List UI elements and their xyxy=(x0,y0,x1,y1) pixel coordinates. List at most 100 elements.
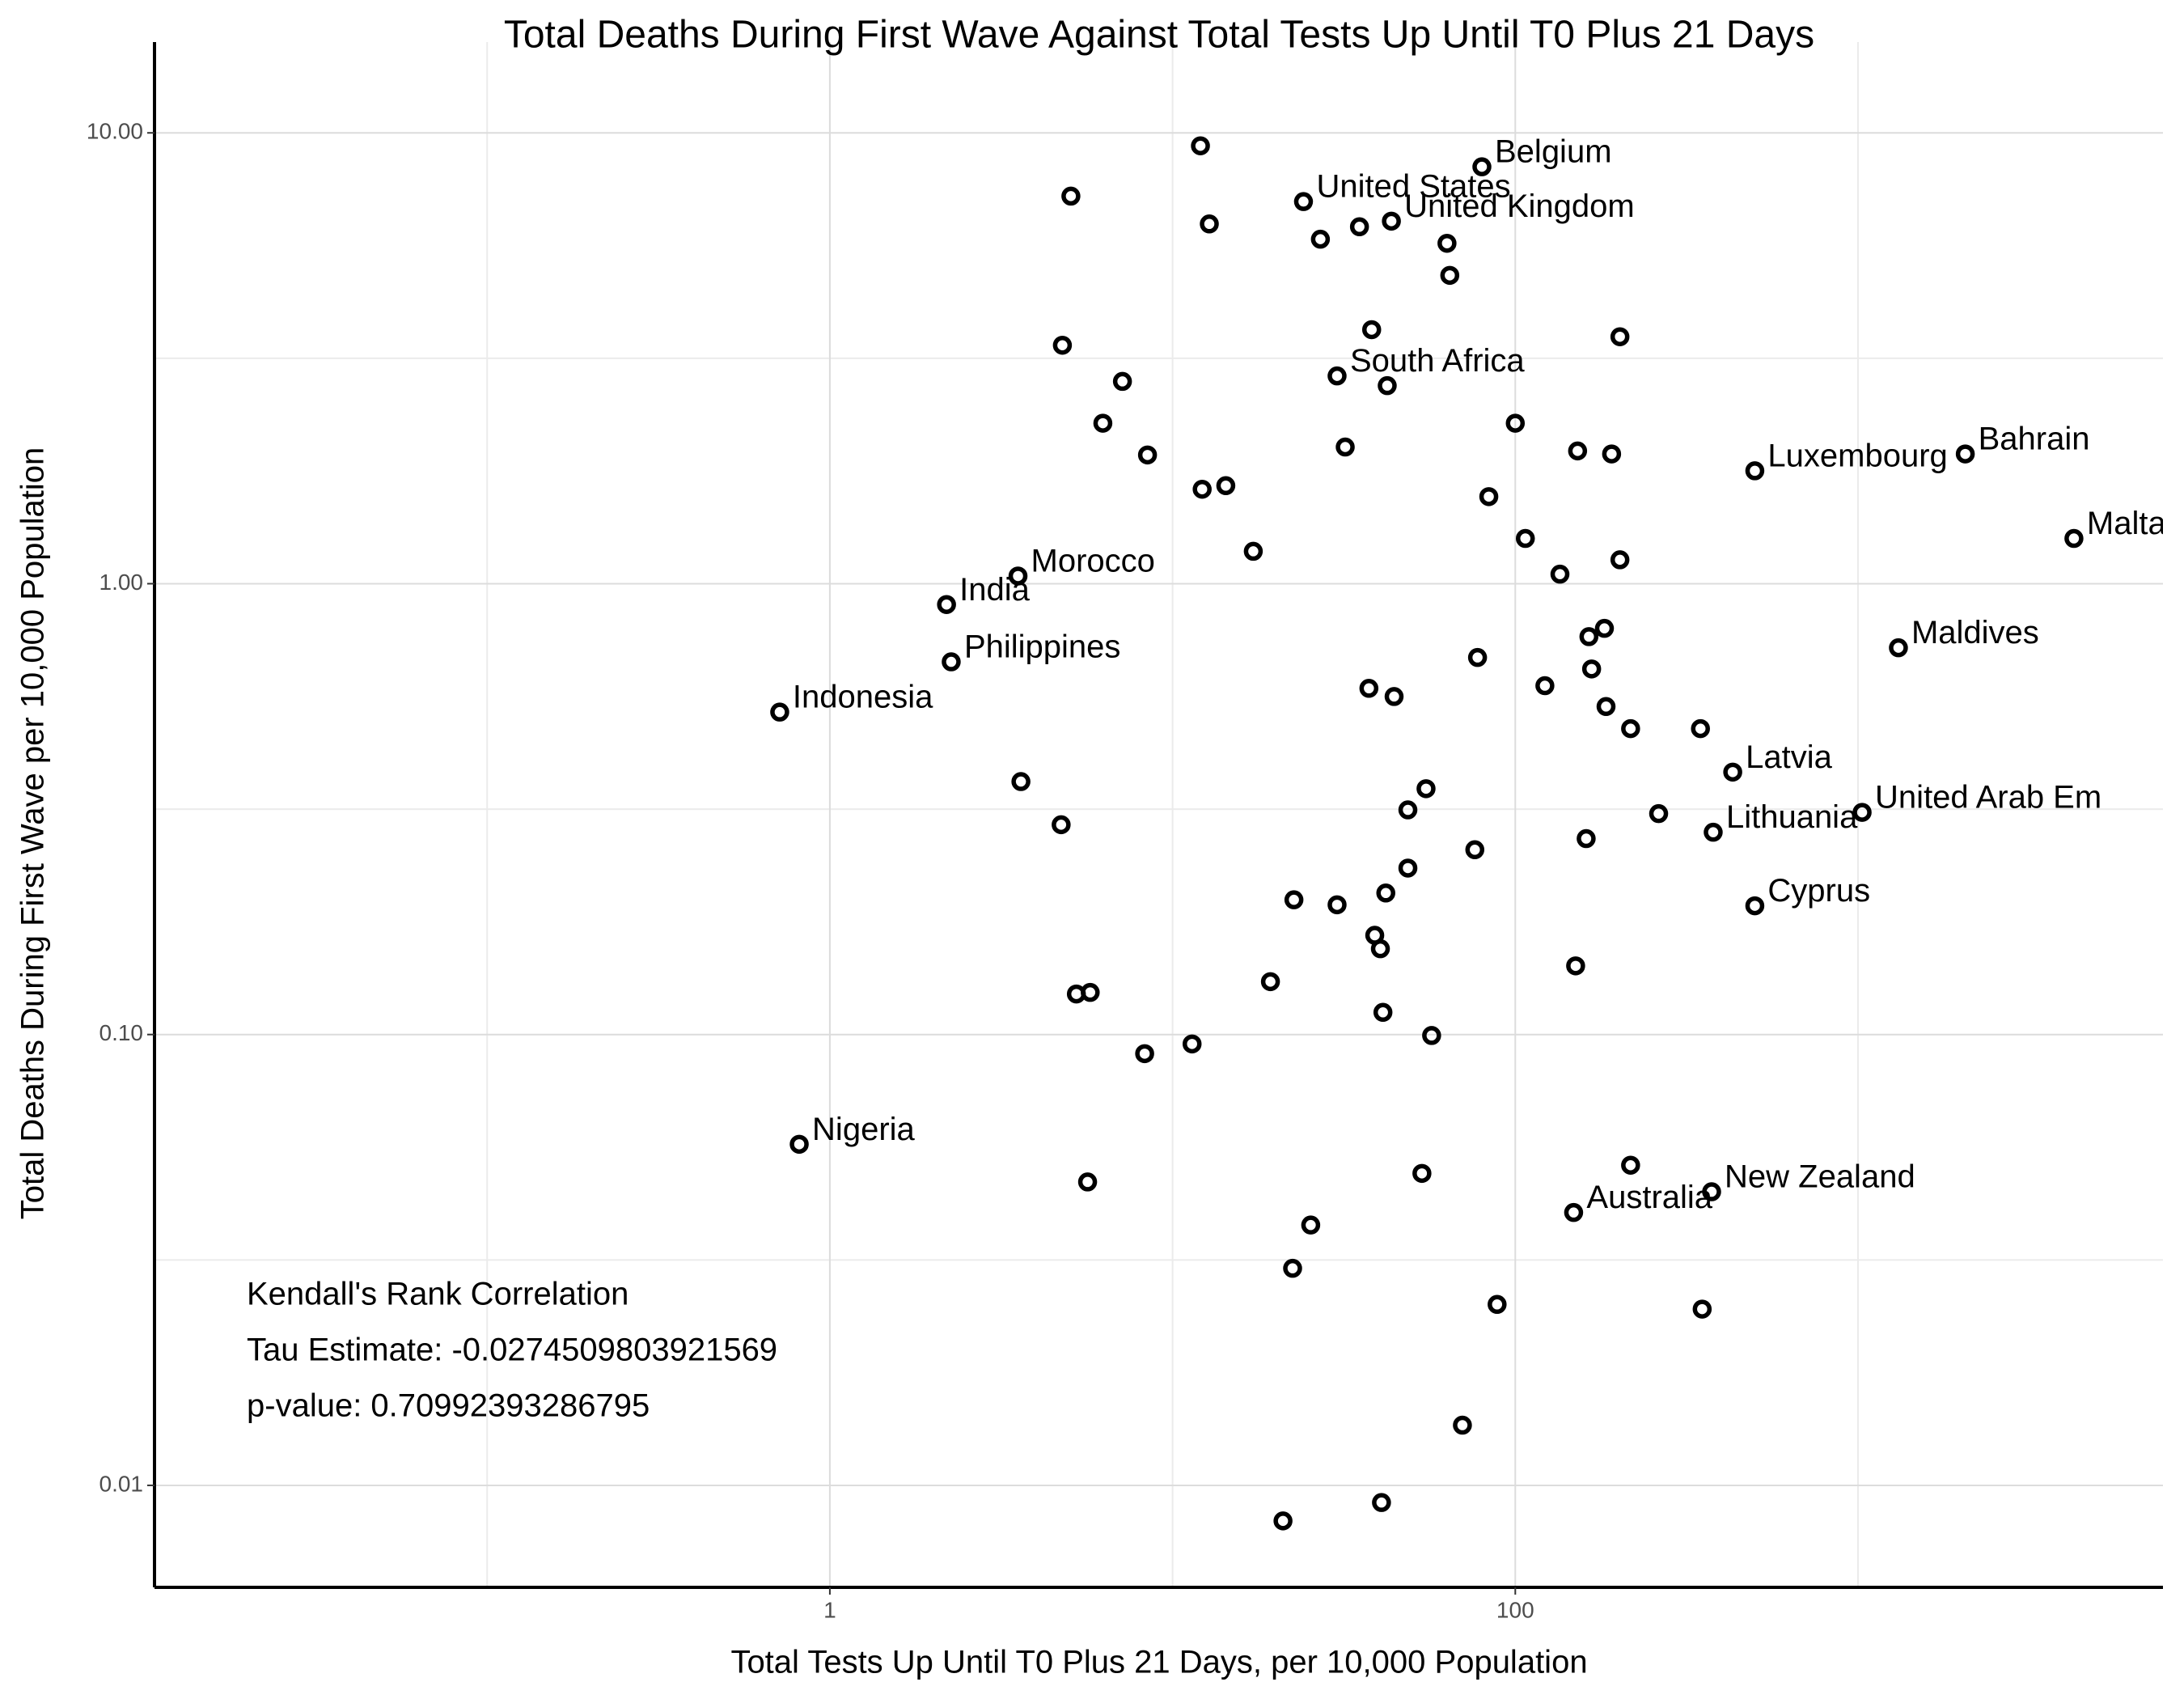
point xyxy=(770,702,789,722)
point xyxy=(1384,687,1404,706)
point xyxy=(1596,697,1616,717)
point xyxy=(1550,564,1570,584)
point xyxy=(1488,1294,1507,1315)
point xyxy=(1579,627,1599,646)
point xyxy=(1691,718,1710,739)
point xyxy=(1192,479,1212,499)
point-label: United States xyxy=(1316,169,1510,205)
point xyxy=(1327,895,1347,915)
point xyxy=(1610,550,1630,570)
annotation: Tau Estimate: -0.0274509803921569 xyxy=(247,1333,777,1368)
point xyxy=(1293,192,1314,211)
y-tick-label: 0.10 xyxy=(99,1020,144,1045)
point xyxy=(1061,186,1081,206)
point xyxy=(1335,437,1355,457)
point xyxy=(1200,214,1219,234)
point xyxy=(1422,1026,1441,1045)
point xyxy=(1852,803,1872,822)
point xyxy=(2064,528,2084,549)
y-tick-label: 10.00 xyxy=(87,119,143,144)
point xyxy=(1704,822,1723,842)
point xyxy=(1273,1511,1293,1531)
point xyxy=(1440,265,1460,286)
point-label: United Kingdom xyxy=(1404,189,1635,224)
point-label: Australia xyxy=(1586,1180,1712,1215)
point xyxy=(1112,371,1132,392)
point-label: United Arab Em xyxy=(1875,780,2101,816)
point xyxy=(1723,762,1742,782)
point xyxy=(1577,828,1596,849)
point xyxy=(937,595,956,614)
point xyxy=(1284,890,1304,909)
point xyxy=(1412,1163,1432,1184)
point xyxy=(1467,647,1488,667)
point-label: South Africa xyxy=(1350,343,1525,379)
point xyxy=(1568,441,1588,461)
point xyxy=(1137,445,1158,465)
point xyxy=(1191,136,1210,155)
point-label: Bahrain xyxy=(1979,422,2090,457)
point xyxy=(1416,779,1436,799)
point-label: India xyxy=(959,572,1030,608)
point xyxy=(1372,1493,1391,1512)
point-label: Cyprus xyxy=(1767,873,1870,909)
point xyxy=(942,652,961,672)
point-label: Indonesia xyxy=(793,680,933,715)
y-tick-label: 1.00 xyxy=(99,570,144,595)
x-tick-label: 1 xyxy=(823,1597,836,1622)
point xyxy=(1093,413,1113,433)
point xyxy=(1566,956,1585,976)
point xyxy=(1745,461,1765,481)
point-label: New Zealand xyxy=(1725,1159,1915,1195)
point xyxy=(1594,618,1615,638)
point xyxy=(1182,1034,1202,1054)
point-label: Malta xyxy=(2087,506,2167,541)
point xyxy=(1602,444,1622,464)
point-label: Maldives xyxy=(1911,615,2039,650)
x-axis-label: Total Tests Up Until T0 Plus 21 Days, pe… xyxy=(730,1645,1587,1680)
point xyxy=(1077,1172,1098,1192)
point xyxy=(1564,1202,1584,1222)
point xyxy=(1649,803,1669,824)
point xyxy=(1505,413,1526,433)
point-label: Morocco xyxy=(1031,544,1155,579)
point xyxy=(1745,896,1765,916)
point-label: Philippines xyxy=(964,629,1120,665)
point xyxy=(1955,444,1975,464)
point xyxy=(1479,487,1499,506)
point xyxy=(1453,1415,1472,1435)
point xyxy=(1692,1299,1712,1319)
point xyxy=(1398,858,1418,878)
plot-area xyxy=(154,42,2163,1587)
point xyxy=(1702,1182,1721,1201)
point xyxy=(1243,541,1263,561)
point-label: Latvia xyxy=(1746,739,1832,775)
point xyxy=(1378,375,1397,396)
point xyxy=(1515,528,1535,549)
point xyxy=(1581,659,1602,679)
point xyxy=(1889,638,1908,658)
x-tick-label: 100 xyxy=(1496,1597,1534,1622)
point xyxy=(1260,972,1280,992)
point xyxy=(1437,233,1457,253)
point xyxy=(1361,320,1382,340)
chart-title: Total Deaths During First Wave Against T… xyxy=(504,14,1814,57)
point xyxy=(1052,815,1071,835)
point xyxy=(1370,938,1390,959)
point xyxy=(789,1134,809,1155)
point xyxy=(1081,982,1100,1002)
point xyxy=(1359,679,1379,698)
point xyxy=(1135,1044,1154,1064)
point xyxy=(1216,476,1236,496)
point-label: Luxembourg xyxy=(1767,438,1947,473)
point-label: Belgium xyxy=(1495,134,1612,170)
grid xyxy=(154,42,2163,1587)
point xyxy=(1465,840,1485,860)
annotation: p-value: 0.70992393286795 xyxy=(247,1388,650,1424)
point xyxy=(1373,1002,1393,1023)
y-tick-label: 0.01 xyxy=(99,1471,144,1496)
point xyxy=(1310,229,1331,249)
point xyxy=(1052,335,1073,355)
point xyxy=(1008,566,1028,586)
